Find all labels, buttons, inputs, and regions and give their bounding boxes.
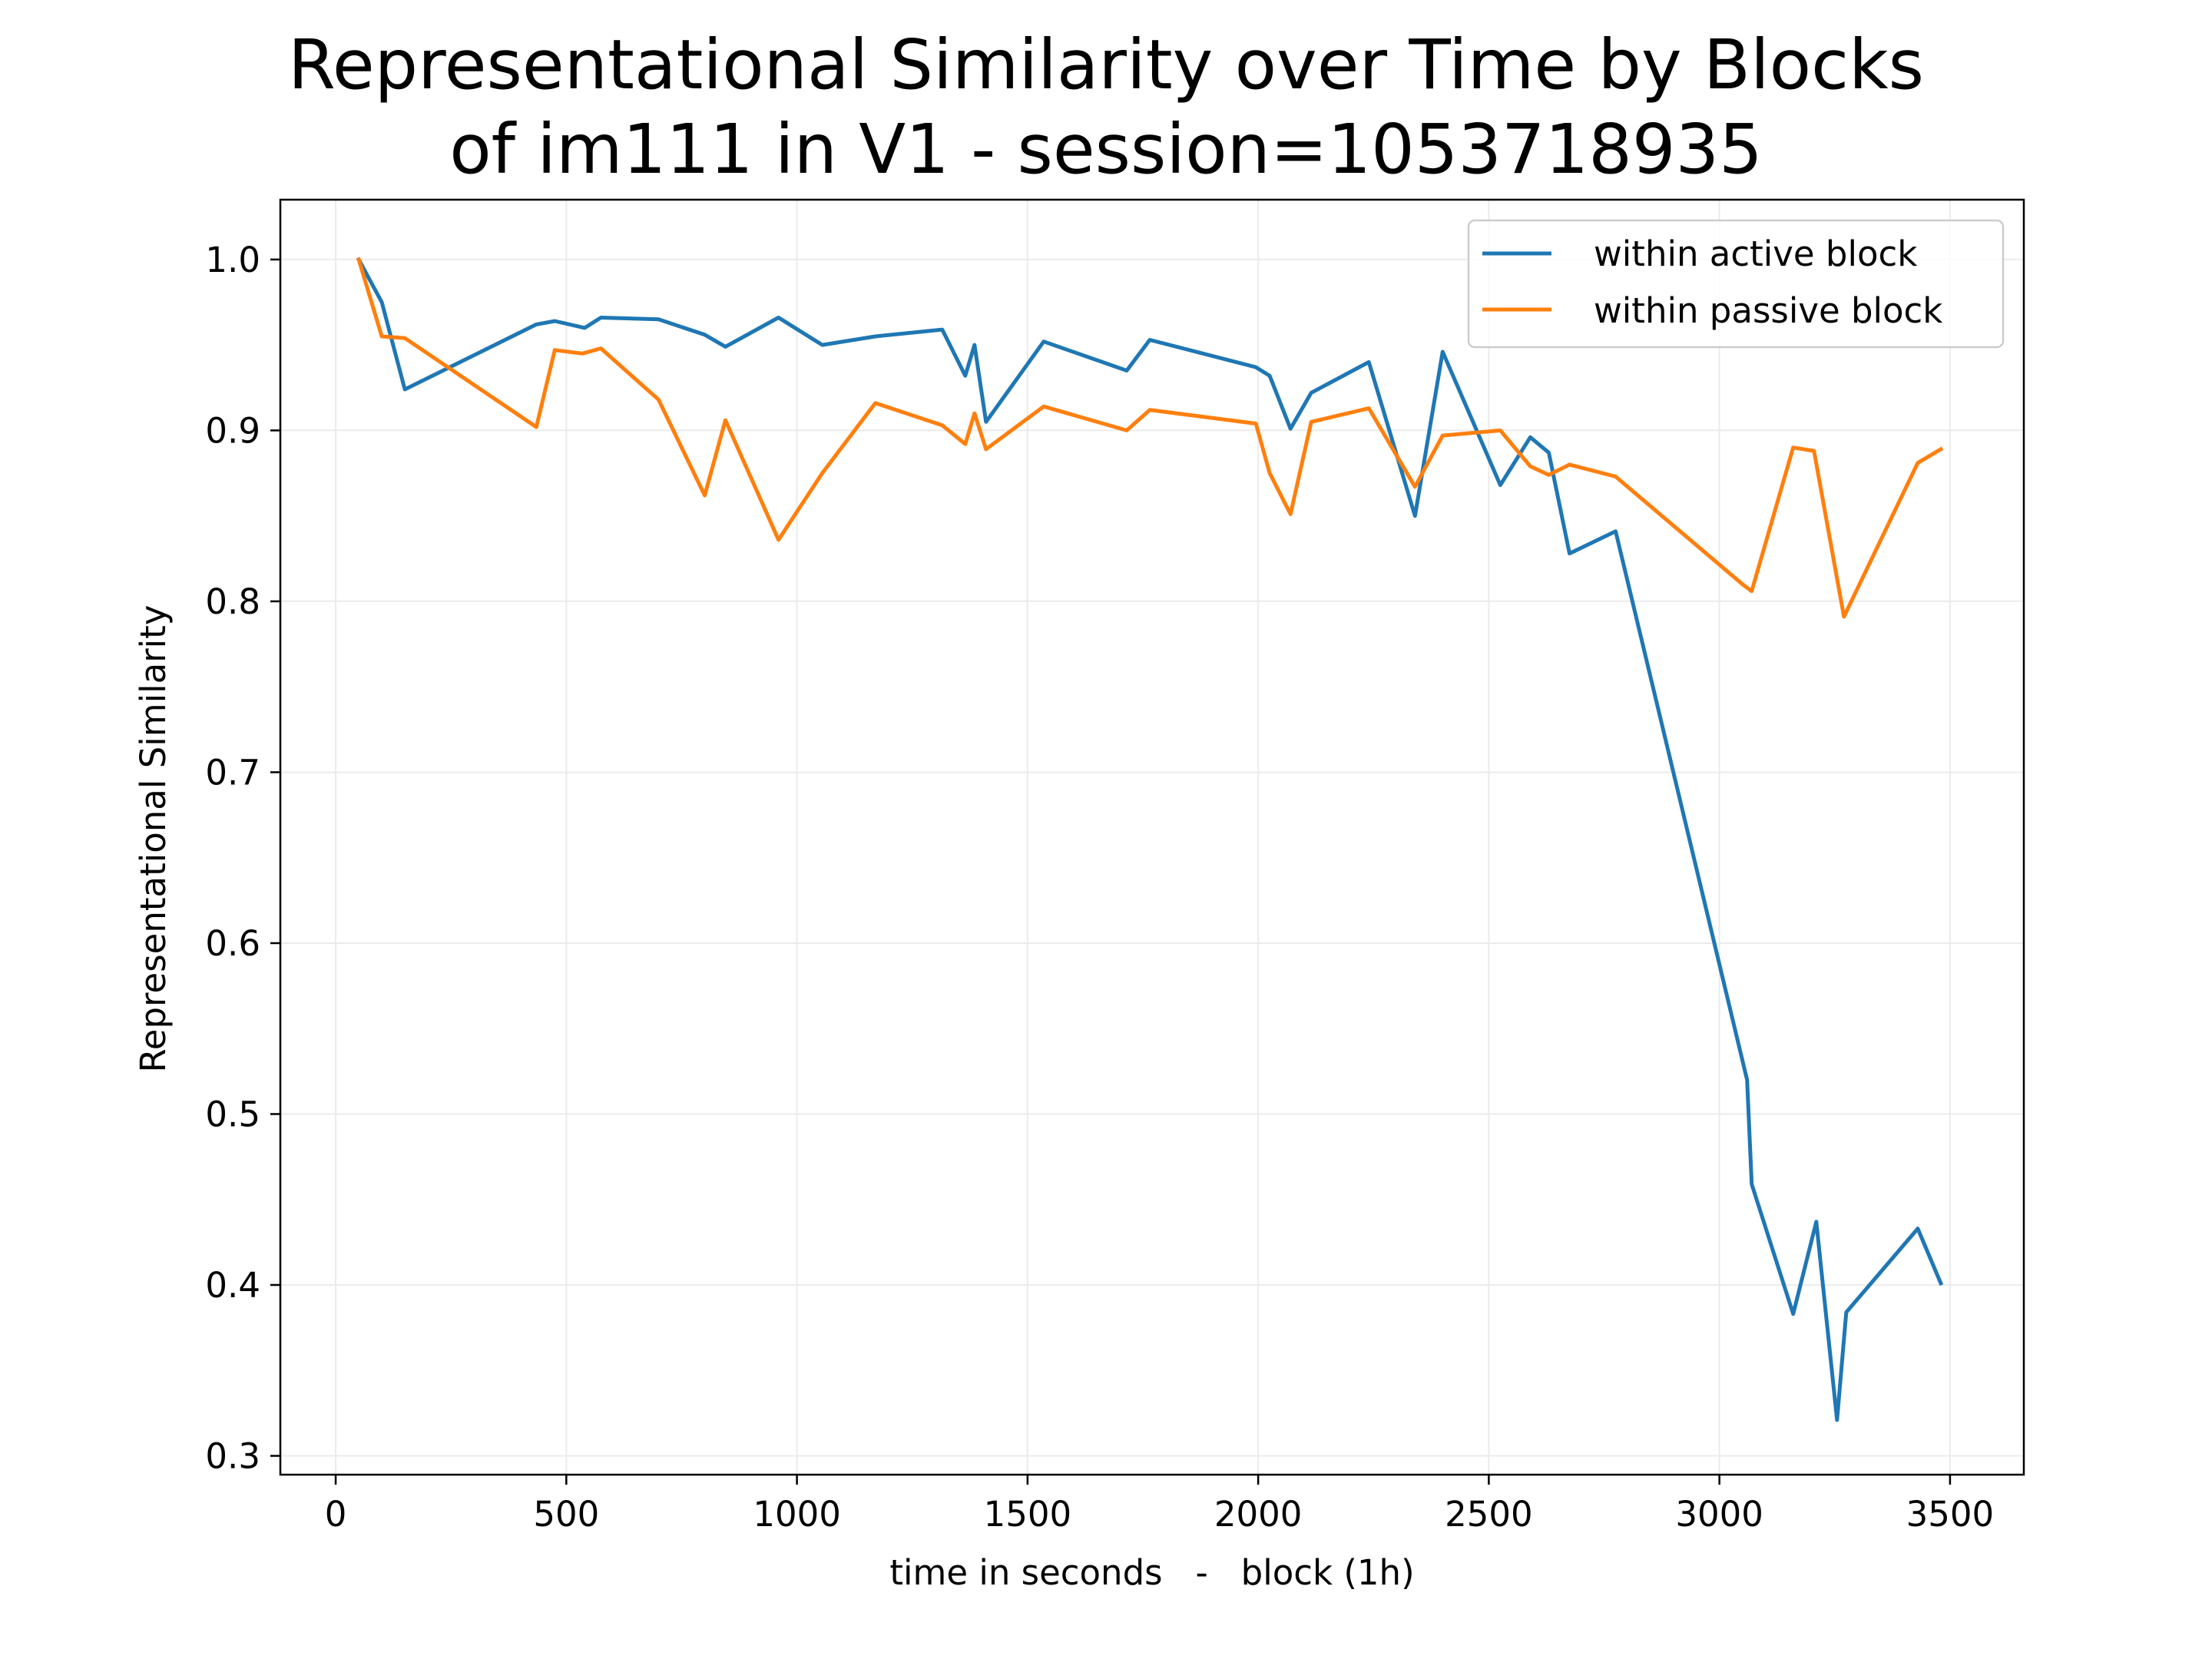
series-line-passive — [356, 257, 1944, 619]
legend-label-active: within active block — [1594, 233, 1917, 274]
y-tick-label: 0.4 — [205, 1265, 260, 1306]
legend-box — [1467, 219, 2005, 349]
x-tick-label: 2000 — [1214, 1494, 1303, 1535]
x-axis-ticks: 0 500 1000 1500 2000 2500 3000 3500 — [325, 1475, 1994, 1535]
series-lines — [356, 257, 1944, 1422]
x-tick-label: 3500 — [1906, 1494, 1995, 1535]
y-tick-label: 0.9 — [205, 410, 260, 451]
y-tick-label: 0.8 — [205, 581, 260, 622]
y-tick-label: 0.6 — [205, 923, 260, 964]
x-tick-label: 3000 — [1675, 1494, 1763, 1535]
legend: within active block within passive block — [1467, 219, 2005, 349]
chart-title-line-1: Representational Similarity over Time by… — [288, 25, 1924, 104]
y-axis-label: Representational Similarity — [133, 605, 174, 1073]
y-tick-label: 0.5 — [205, 1094, 260, 1134]
y-tick-label: 0.7 — [205, 752, 260, 793]
x-tick-label: 1000 — [753, 1494, 841, 1535]
x-tick-label: 2500 — [1445, 1494, 1533, 1535]
x-axis-label: time in seconds - block (1h) — [889, 1552, 1414, 1593]
x-tick-label: 1500 — [984, 1494, 1072, 1535]
x-tick-label: 0 — [325, 1494, 347, 1535]
series-line-active — [356, 257, 1944, 1422]
plot-area-frame — [279, 198, 2025, 1476]
y-tick-label: 1.0 — [205, 240, 260, 280]
chart-title-line-2: of im111 in V1 - session=1053718935 — [449, 109, 1763, 189]
y-tick-label: 0.3 — [205, 1436, 260, 1477]
x-tick-label: 500 — [533, 1494, 599, 1535]
legend-label-passive: within passive block — [1594, 290, 1942, 331]
grid — [280, 200, 2024, 1475]
y-axis-ticks: 0.3 0.4 0.5 0.6 0.7 0.8 0.9 1.0 — [205, 240, 280, 1477]
